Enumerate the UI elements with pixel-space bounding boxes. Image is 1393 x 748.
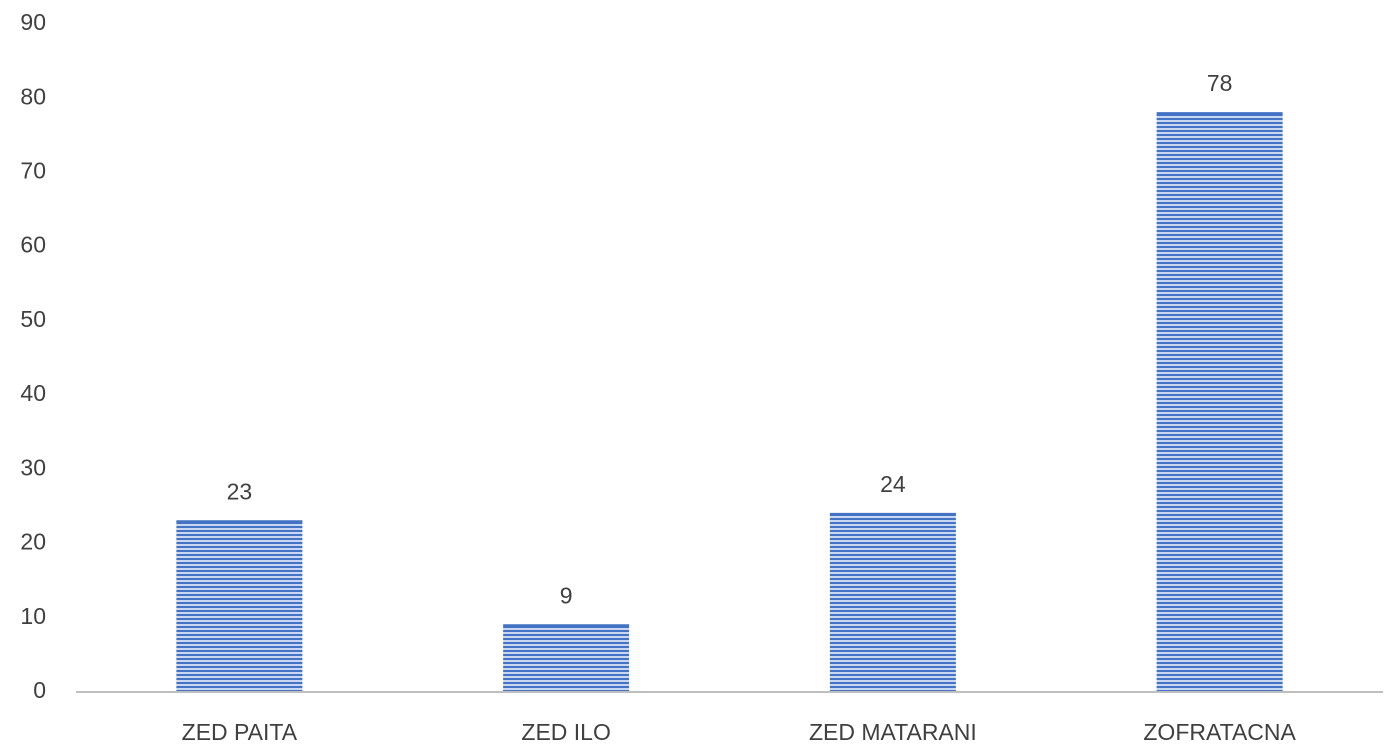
data-label: 9 xyxy=(560,582,573,608)
y-tick-label: 60 xyxy=(20,232,46,258)
y-tick-label: 40 xyxy=(20,380,46,406)
y-tick-label: 90 xyxy=(20,9,46,35)
y-tick-label: 20 xyxy=(20,529,46,555)
bar xyxy=(503,625,630,692)
data-label: 23 xyxy=(227,478,253,504)
y-tick-label: 80 xyxy=(20,83,46,109)
y-tick-label: 10 xyxy=(20,603,46,629)
data-label: 78 xyxy=(1207,70,1233,96)
y-tick-label: 50 xyxy=(20,306,46,332)
bar xyxy=(829,513,956,692)
data-label: 24 xyxy=(880,471,906,497)
y-tick-label: 30 xyxy=(20,454,46,480)
x-tick-label: ZED ILO xyxy=(521,719,610,745)
y-tick-label: 0 xyxy=(33,677,46,703)
x-tick-label: ZED MATARANI xyxy=(809,719,977,745)
bar xyxy=(1156,113,1283,693)
bar xyxy=(176,521,303,692)
x-tick-label: ZED PAITA xyxy=(182,719,298,745)
x-tick-label: ZOFRATACNA xyxy=(1143,719,1296,745)
y-tick-label: 70 xyxy=(20,158,46,184)
